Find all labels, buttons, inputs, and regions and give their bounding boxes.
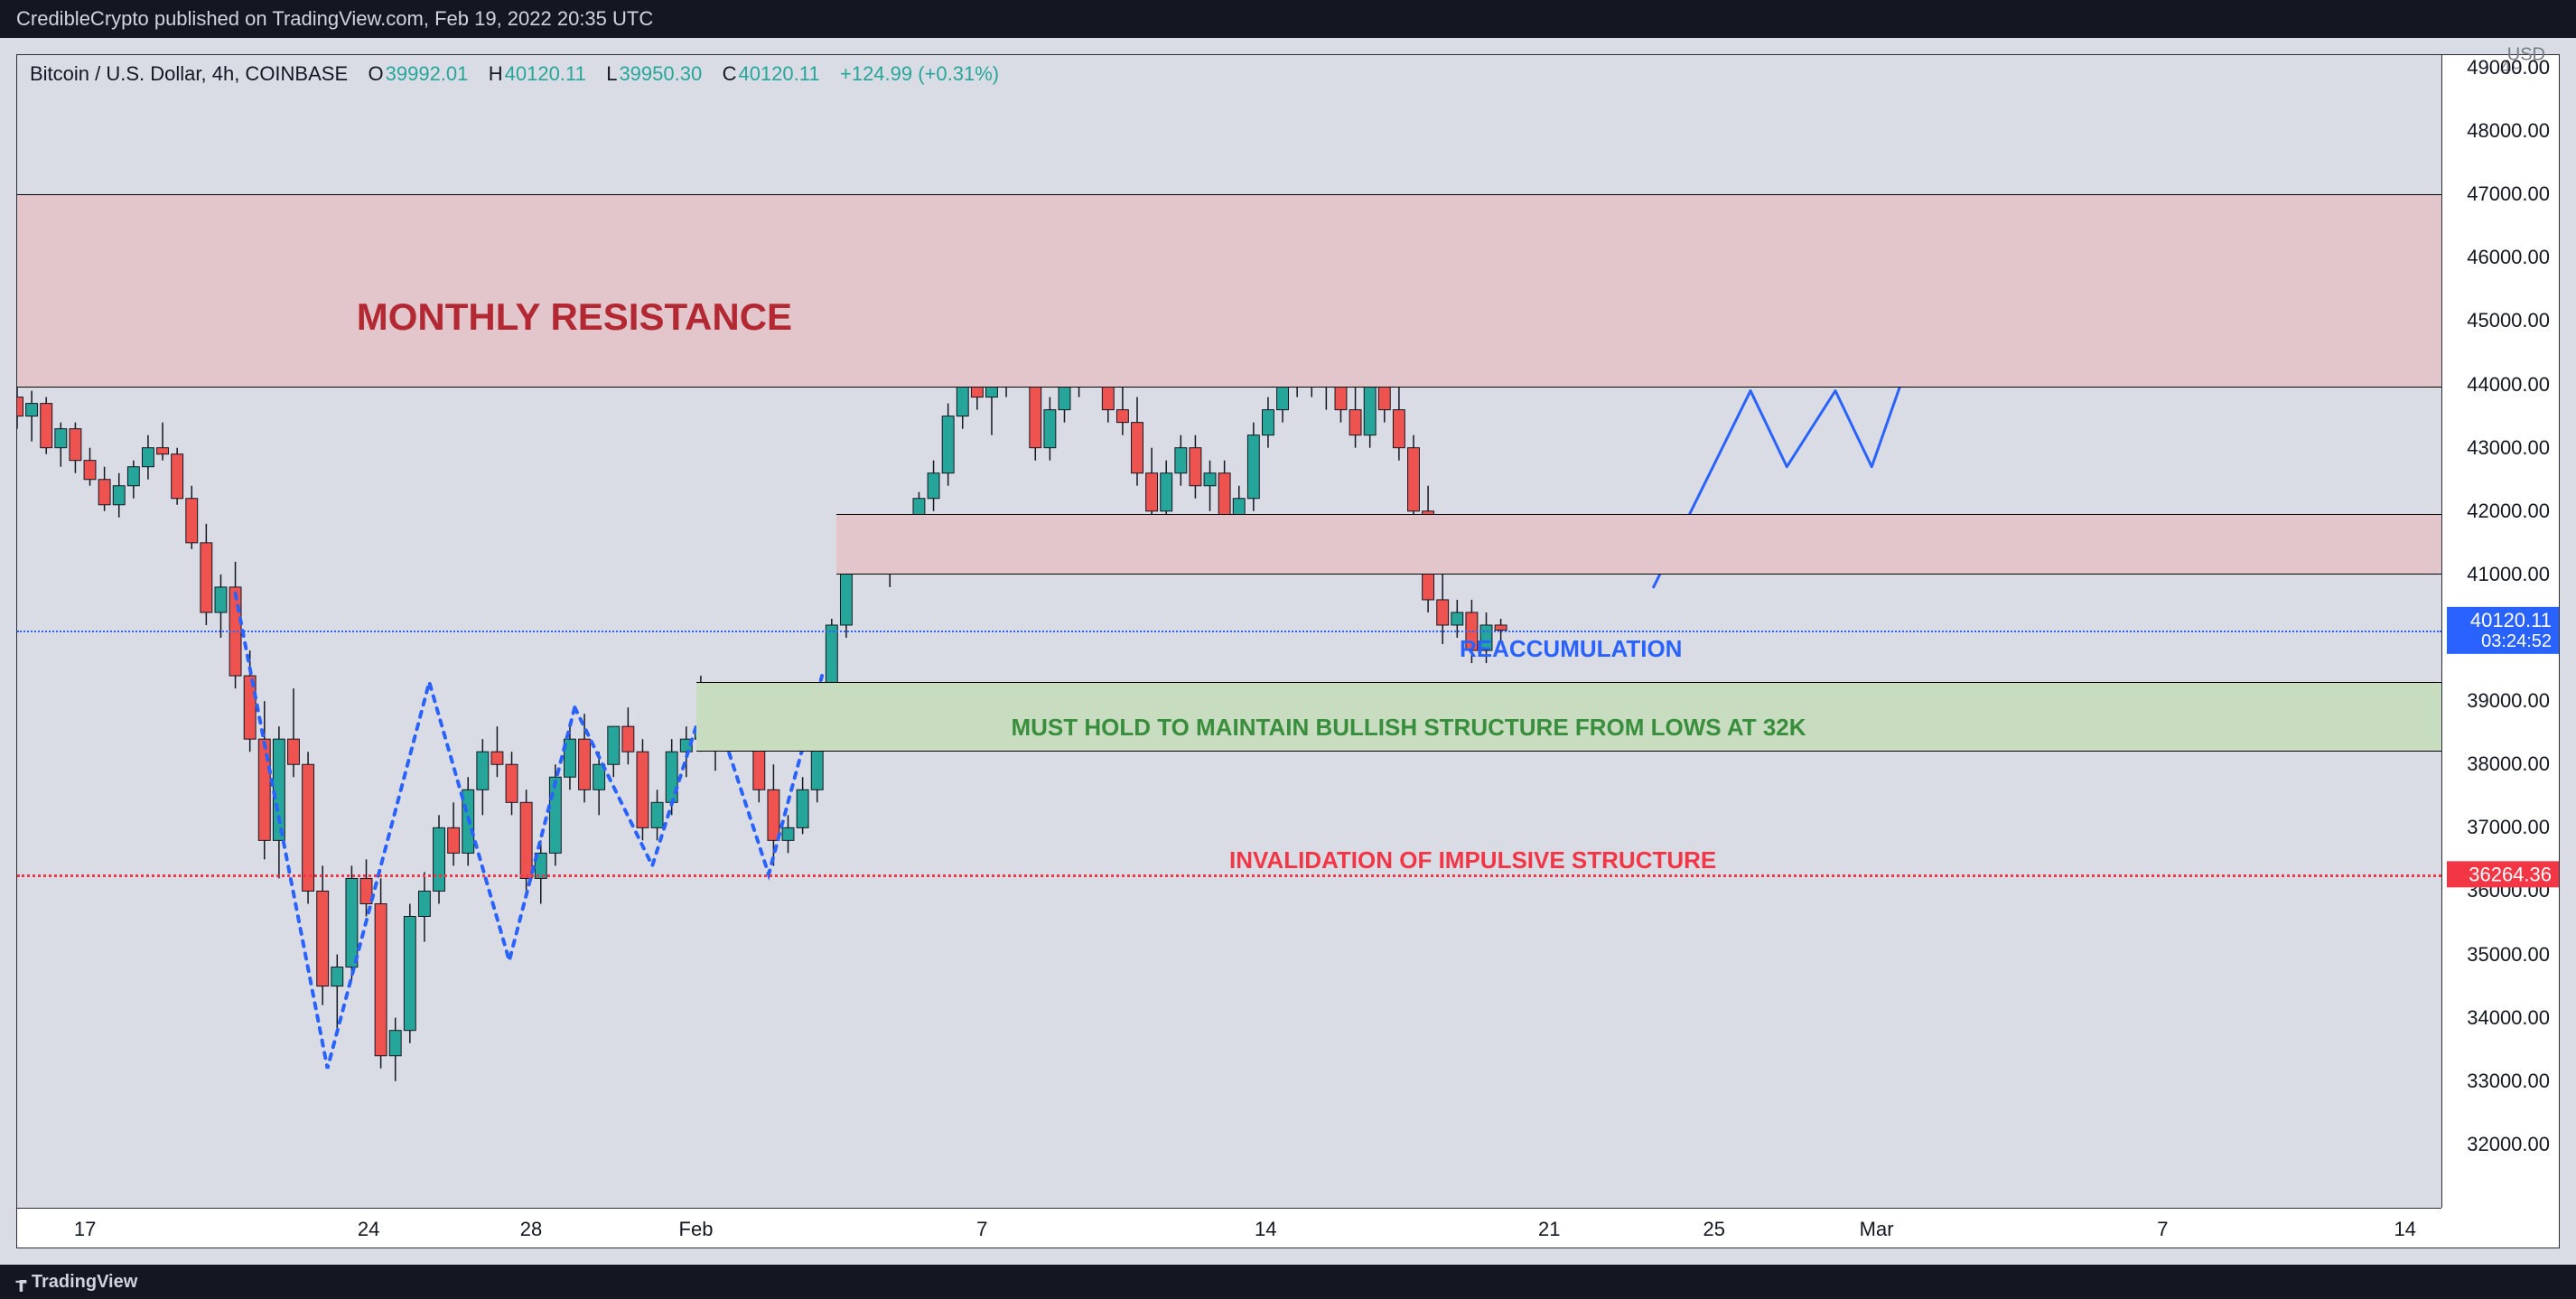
ohlc-o-val: 39992.01	[386, 62, 469, 85]
chart-container: Bitcoin / U.S. Dollar, 4h, COINBASE O399…	[0, 38, 2576, 1265]
symbol-info: Bitcoin / U.S. Dollar, 4h, COINBASE O399…	[30, 62, 1001, 86]
y-tick-label: 38000.00	[2467, 752, 2550, 776]
reaccumulation-label: REACCUMULATION	[1460, 635, 1683, 663]
minor-resistance-zone	[836, 514, 2441, 575]
y-tick-label: 39000.00	[2467, 689, 2550, 713]
ohlc-change: +124.99 (+0.31%)	[840, 62, 999, 85]
horizontal-price-line	[17, 631, 2441, 632]
y-tick-label: 47000.00	[2467, 182, 2550, 206]
monthly-resistance-zone	[17, 194, 2441, 388]
invalidation-label: INVALIDATION OF IMPULSIVE STRUCTURE	[1229, 846, 1716, 874]
ohlc-c-val: 40120.11	[738, 62, 819, 85]
y-tick-label: 32000.00	[2467, 1133, 2550, 1156]
tradingview-logo-icon: ┲	[16, 1273, 26, 1292]
x-tick-label: 17	[74, 1218, 96, 1241]
must-hold-label: MUST HOLD TO MAINTAIN BULLISH STRUCTURE …	[1011, 714, 1806, 742]
x-tick-label: 28	[520, 1218, 542, 1241]
footer: ┲ TradingView	[0, 1265, 2576, 1299]
y-tick-label: 41000.00	[2467, 563, 2550, 586]
tradingview-logo-text: TradingView	[32, 1272, 137, 1293]
y-tick-label: 34000.00	[2467, 1006, 2550, 1030]
y-tick-label: 44000.00	[2467, 373, 2550, 397]
ohlc-h-val: 40120.11	[505, 62, 586, 85]
y-tick-label: 43000.00	[2467, 436, 2550, 460]
chart-inner: Bitcoin / U.S. Dollar, 4h, COINBASE O399…	[16, 54, 2560, 1248]
ohlc-l-val: 39950.30	[619, 62, 702, 85]
ohlc-h-label: H	[489, 62, 503, 85]
x-tick-label: 14	[1255, 1218, 1276, 1241]
y-tick-label: 48000.00	[2467, 119, 2550, 143]
x-tick-label: Mar	[1860, 1218, 1894, 1241]
current-price-tag: 40120.1103:24:52	[2447, 606, 2559, 653]
y-tick-label: 49 00	[2500, 56, 2550, 79]
x-tick-label: 25	[1703, 1218, 1725, 1241]
x-axis[interactable]: 17 24 28 Feb 7 14 21 25 Mar 7 14	[17, 1208, 2441, 1248]
invalidation-price-tag: 36264.36	[2447, 861, 2559, 887]
plot-area[interactable]: Bitcoin / U.S. Dollar, 4h, COINBASE O399…	[17, 55, 2441, 1208]
publish-header: CredibleCrypto published on TradingView.…	[0, 0, 2576, 38]
ohlc-o-label: O	[369, 62, 384, 85]
y-tick-label: 46000.00	[2467, 246, 2550, 269]
publish-text: CredibleCrypto published on TradingView.…	[16, 7, 653, 31]
y-tick-label: 37000.00	[2467, 816, 2550, 839]
x-tick-label: 24	[358, 1218, 379, 1241]
monthly-res-label: MONTHLY RESISTANCE	[357, 295, 792, 339]
x-tick-label: 7	[976, 1218, 987, 1241]
y-tick-label: 45000.00	[2467, 309, 2550, 332]
y-tick-label: 35000.00	[2467, 943, 2550, 967]
x-tick-label: 7	[2157, 1218, 2168, 1241]
ohlc-l-label: L	[606, 62, 617, 85]
y-axis[interactable]: 32000.0033000.0034000.0035000.0036000.00…	[2441, 55, 2559, 1208]
x-tick-label: Feb	[679, 1218, 714, 1241]
symbol-name: Bitcoin / U.S. Dollar, 4h, COINBASE	[30, 62, 348, 85]
x-tick-label: 14	[2394, 1218, 2415, 1241]
x-tick-label: 21	[1538, 1218, 1560, 1241]
y-tick-label: 42000.00	[2467, 500, 2550, 523]
ohlc-c-label: C	[723, 62, 737, 85]
y-tick-label: 33000.00	[2467, 1070, 2550, 1093]
